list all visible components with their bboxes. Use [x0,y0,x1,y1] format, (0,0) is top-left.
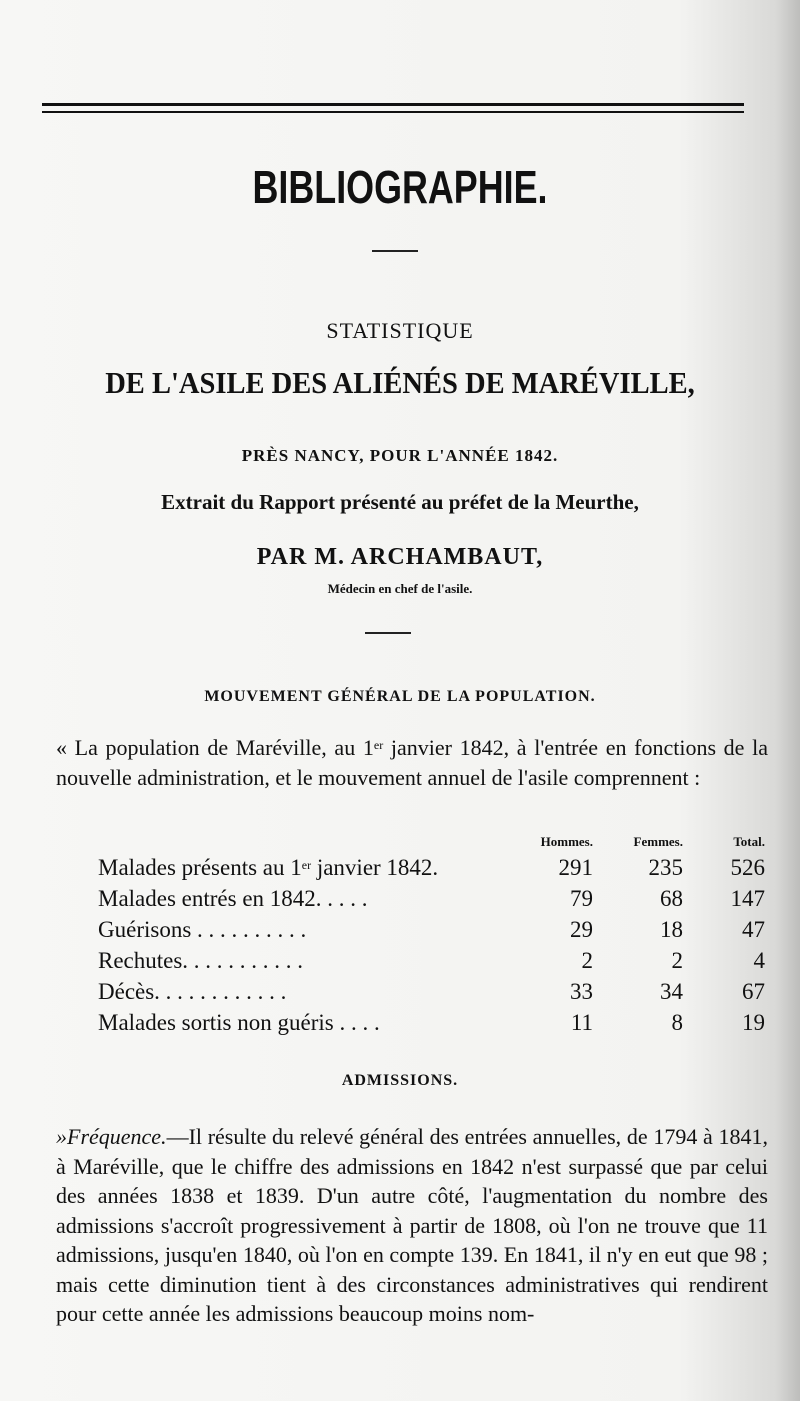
cell-hommes: 33 [570,979,593,1004]
main-title: DE L'ASILE DES ALIÉNÉS DE MARÉVILLE, [105,365,695,400]
cell-hommes: 79 [570,886,593,911]
author-role: Médecin en chef de l'asile. [327,581,473,596]
cell-total: 4 [753,948,766,973]
row-label: Malades entrés en 1842. . . . . [98,883,508,914]
table-row: Malades entrés en 1842. . . . . 79 68 14… [98,883,765,914]
table-row: Malades sortis non guéris . . . . 11 8 1… [98,1007,765,1038]
cell-hommes: 11 [570,1010,593,1035]
column-header: Femmes. [633,834,683,849]
text: —Il résulte du relevé général des entrée… [56,1124,768,1326]
text: Guérisons . . . . . . . . . . [98,917,307,942]
subtitle: STATISTIQUE [326,318,474,343]
row-label: Décès. . . . . . . . . . . . [98,976,508,1007]
row-label: Guérisons . . . . . . . . . . [98,914,508,945]
column-header: Total. [733,834,765,849]
cell-hommes: 291 [558,855,594,880]
author: PAR M. ARCHAMBAUT, [256,544,544,570]
table-header: Hommes. Femmes. Total. [98,832,765,852]
admissions-paragraph: »Fréquence.—Il résulte du relevé général… [56,1122,768,1329]
cell-total: 526 [730,855,766,880]
intro-paragraph: « La population de Maréville, au 1er jan… [56,733,768,792]
text: Malades présents au 1 [98,855,302,880]
cell-total: 147 [730,886,766,911]
location-year: PRÈS NANCY, POUR L'ANNÉE 1842. [241,446,559,465]
text: Malades entrés en 1842. . . . . [98,886,368,911]
text: Rechutes. . . . . . . . . . . [98,948,304,973]
row-label: Malades sortis non guéris . . . . [98,1007,508,1038]
table-row: Décès. . . . . . . . . . . . 33 34 67 [98,976,765,1007]
cell-femmes: 235 [648,855,684,880]
row-label: Malades présents au 1er janvier 1842. [98,852,508,883]
extract-line: Extrait du Rapport présenté au préfet de… [161,490,639,514]
table-row: Guérisons . . . . . . . . . . 29 18 47 [98,914,765,945]
superscript: er [301,858,312,872]
cell-femmes: 18 [660,917,683,942]
cell-total: 19 [742,1010,765,1035]
text: Malades sortis non guéris . . . . [98,1010,380,1035]
lead-text: »Fréquence. [56,1124,167,1149]
cell-femmes: 2 [671,948,684,973]
superscript: er [373,738,384,752]
population-table: Hommes. Femmes. Total. Malades présents … [98,832,765,1038]
cell-hommes: 2 [581,948,594,973]
row-label: Rechutes. . . . . . . . . . . [98,945,508,976]
divider [372,250,418,252]
header-rule [42,103,744,106]
table-row: Malades présents au 1er janvier 1842. 29… [98,852,765,883]
cell-total: 47 [742,917,765,942]
section-title: BIBLIOGRAPHIE. [252,161,548,213]
section-heading: ADMISSIONS. [341,1072,459,1089]
cell-femmes: 34 [660,979,683,1004]
column-header: Hommes. [540,834,593,849]
text: janvier 1842, à l'entrée en fonctions de… [56,735,768,790]
cell-hommes: 29 [570,917,593,942]
cell-femmes: 8 [671,1010,684,1035]
header-rule [42,111,744,113]
cell-total: 67 [742,979,765,1004]
table-row: Rechutes. . . . . . . . . . . 2 2 4 [98,945,765,976]
text: « La population de Maréville, au 1 [56,735,374,760]
divider [365,632,411,634]
cell-femmes: 68 [660,886,683,911]
section-heading: MOUVEMENT GÉNÉRAL DE LA POPULATION. [204,688,596,705]
text: Décès. . . . . . . . . . . . [98,979,287,1004]
text: janvier 1842. [311,855,439,880]
